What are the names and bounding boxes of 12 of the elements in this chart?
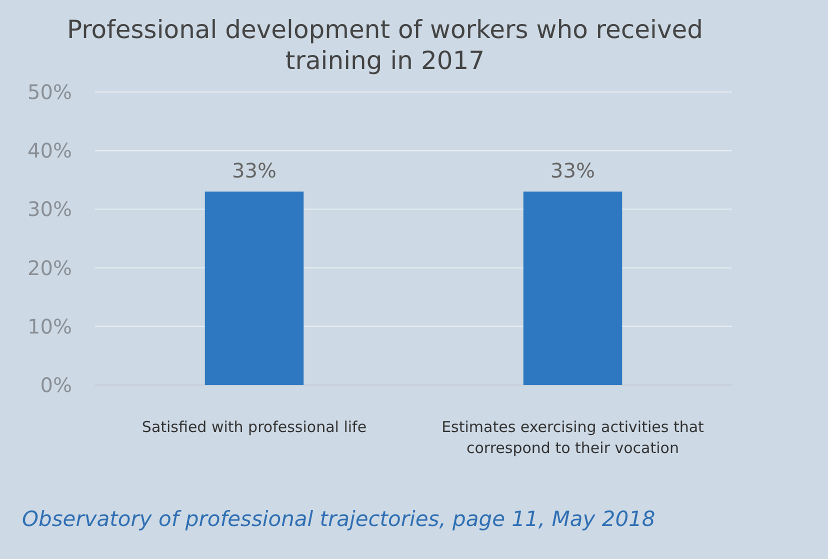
- x-tick-label: Satisfied with professional life: [142, 418, 367, 436]
- x-tick-label: Estimates exercising activities that correspond to their vocation: [442, 418, 704, 457]
- data-label: 33%: [550, 158, 595, 183]
- y-tick-label: 20%: [28, 256, 72, 280]
- chart-title: Professional development of workers who received training in 2017: [66, 15, 704, 75]
- text: Observatory of professional trajectories, page 11, May 2018: [22, 507, 656, 531]
- y-tick-label: 0%: [40, 373, 72, 397]
- y-tick-label: 40%: [28, 138, 72, 163]
- y-tick-label: 50%: [28, 80, 72, 104]
- y-tick-label: 10%: [28, 314, 72, 338]
- y-tick-label: 30%: [28, 197, 72, 222]
- data-label: 33%: [232, 158, 276, 183]
